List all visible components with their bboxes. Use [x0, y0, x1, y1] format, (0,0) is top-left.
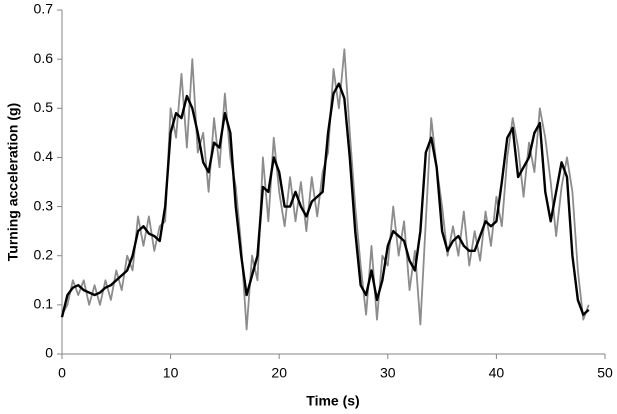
x-tick-label: 50: [597, 365, 613, 381]
y-axis-label: Turning acceleration (g): [5, 103, 21, 261]
y-tick-label: 0: [45, 345, 53, 361]
y-tick-label: 0.7: [34, 1, 54, 17]
y-tick-label: 0.5: [34, 99, 54, 115]
x-tick-label: 20: [271, 365, 287, 381]
y-tick-label: 0.1: [34, 296, 54, 312]
y-tick-label: 0.2: [34, 246, 54, 262]
x-tick-label: 30: [380, 365, 396, 381]
y-tick-label: 0.4: [34, 148, 54, 164]
x-tick-label: 0: [58, 365, 66, 381]
y-tick-label: 0.3: [34, 197, 54, 213]
y-tick-label: 0.6: [34, 50, 54, 66]
x-tick-label: 40: [489, 365, 505, 381]
x-tick-label: 10: [163, 365, 179, 381]
series-line: [61, 48, 590, 331]
series-line: [60, 82, 590, 318]
x-axis-label: Time (s): [306, 393, 359, 409]
